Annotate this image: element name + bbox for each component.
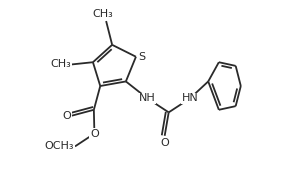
Text: CH₃: CH₃ (50, 59, 71, 69)
Text: HN: HN (181, 94, 198, 103)
Text: O: O (90, 129, 99, 139)
Text: CH₃: CH₃ (92, 9, 113, 19)
Text: O: O (160, 138, 169, 148)
Text: S: S (139, 52, 146, 62)
Text: OCH₃: OCH₃ (45, 141, 74, 151)
Text: NH: NH (139, 94, 156, 103)
Text: O: O (62, 111, 71, 121)
